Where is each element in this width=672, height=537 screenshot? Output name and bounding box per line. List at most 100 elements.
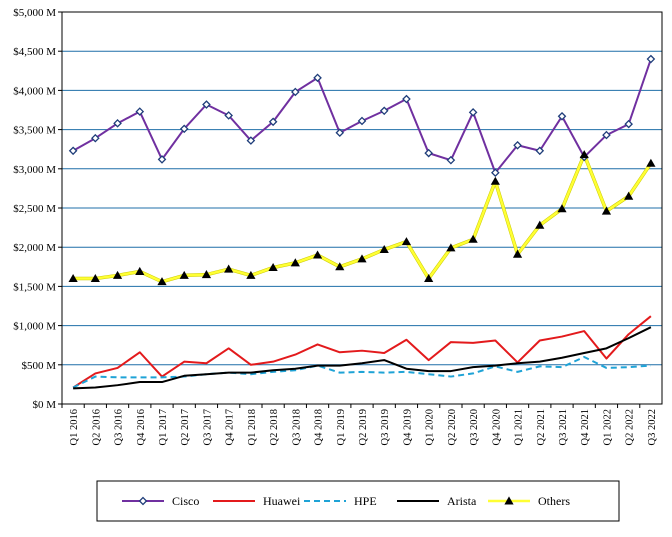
data-point-cisco (313, 73, 322, 83)
legend-box (96, 480, 620, 522)
data-point-cisco (157, 155, 167, 164)
data-point-cisco (424, 148, 433, 158)
x-tick-label: Q4 2019 (402, 409, 413, 445)
x-tick-label: Q1 2016 (69, 409, 80, 445)
data-point-others (157, 277, 167, 286)
x-tick-label: Q1 2022 (602, 409, 613, 445)
x-tick-label: Q3 2017 (202, 409, 213, 445)
legend-label-huawei: Huawei (263, 494, 301, 508)
x-tick-label: Q1 2021 (514, 409, 525, 445)
data-point-others (401, 237, 412, 246)
data-point-others (90, 273, 100, 283)
data-point-cisco (513, 140, 522, 150)
legend-marker-cisco (138, 496, 148, 506)
data-point-cisco (291, 87, 300, 97)
y-tick-label: $5,000 M (13, 7, 56, 19)
legend: Cisco Huawei HPE Arista Others (96, 480, 620, 522)
data-point-cisco (379, 106, 389, 116)
x-tick-label: Q4 2017 (225, 409, 236, 445)
y-tick-label: $2,000 M (13, 242, 56, 254)
data-point-others (224, 264, 234, 273)
data-point-cisco (335, 128, 345, 138)
series-line-hpe (72, 355, 651, 389)
data-point-cisco (135, 107, 145, 116)
data-point-cisco (535, 146, 545, 156)
series-layer (72, 58, 653, 390)
data-point-cisco (602, 130, 611, 140)
x-tick-label: Q4 2016 (136, 409, 147, 445)
grid-layer (62, 11, 662, 405)
data-point-cisco (179, 124, 189, 134)
x-tick-label: Q2 2019 (358, 409, 369, 445)
data-point-others (557, 204, 567, 213)
data-point-others (246, 270, 256, 279)
y-tick-label: $4,000 M (13, 85, 56, 97)
data-point-others (646, 158, 656, 167)
y-tick-label: $500 M (21, 360, 56, 372)
data-point-others (379, 244, 389, 254)
y-tick-label: $3,500 M (13, 125, 56, 137)
x-tick-label: Q4 2020 (491, 409, 502, 445)
y-tick-label: $3,000 M (13, 164, 56, 176)
plot-frame (61, 11, 663, 405)
x-tick-label: Q1 2017 (158, 409, 169, 445)
data-point-others (535, 220, 545, 229)
legend-label-hpe: HPE (354, 494, 377, 508)
x-tick-label: Q2 2021 (536, 409, 547, 445)
data-point-cisco (202, 100, 211, 109)
x-tick-label: Q4 2018 (314, 409, 325, 445)
legend-label-arista: Arista (447, 494, 477, 508)
series-line-others (73, 153, 652, 283)
x-tick-label: Q3 2018 (291, 409, 302, 445)
data-point-others (579, 150, 589, 159)
data-point-cisco (446, 155, 456, 165)
x-tick-label: Q2 2018 (269, 409, 280, 445)
data-point-others (512, 249, 523, 258)
series-line-outline (73, 152, 653, 284)
x-tick-label: Q4 2021 (580, 409, 591, 445)
data-point-others (357, 254, 367, 263)
data-point-cisco (468, 108, 478, 117)
y-tick-label: $2,500 M (13, 203, 56, 215)
data-point-cisco (557, 111, 567, 121)
x-tick-label: Q1 2018 (247, 409, 258, 445)
data-point-others (601, 206, 612, 215)
data-point-cisco (268, 117, 278, 127)
data-point-others (446, 243, 456, 252)
data-point-others (624, 191, 634, 200)
data-point-cisco (246, 136, 256, 145)
legend-marker-others (504, 496, 514, 505)
data-point-others (268, 262, 278, 272)
y-tick-label: $0 M (32, 399, 56, 411)
data-point-cisco (357, 116, 367, 126)
data-point-others (68, 273, 78, 283)
data-point-cisco (402, 94, 411, 104)
data-point-others (290, 258, 300, 267)
data-point-others (201, 270, 212, 279)
x-tick-label: Q1 2020 (425, 409, 436, 445)
y-tick-label: $1,000 M (13, 321, 56, 333)
series-line-huawei (72, 315, 652, 389)
data-point-others (490, 176, 500, 185)
x-tick-label: Q3 2016 (114, 409, 125, 445)
data-point-cisco (68, 146, 78, 156)
y-tick-label: $4,500 M (13, 46, 56, 58)
data-point-others (179, 270, 189, 279)
x-tick-label: Q2 2022 (625, 409, 636, 445)
x-tick-label: Q1 2019 (336, 409, 347, 445)
y-tick-label: $1,500 M (13, 281, 56, 293)
data-point-cisco (646, 54, 656, 64)
axis-layer: $0 M $500 M $1,000 M $1,500 M $2,000 M $2,500… (13, 7, 663, 445)
data-point-others (312, 250, 323, 259)
data-point-others (112, 270, 123, 279)
data-point-others (335, 262, 345, 271)
legend-label-cisco: Cisco (172, 494, 199, 508)
x-tick-label: Q3 2019 (380, 409, 391, 445)
data-point-cisco (491, 168, 500, 178)
x-tick-label: Q3 2021 (558, 409, 569, 445)
data-point-cisco (113, 119, 122, 128)
x-tick-label: Q2 2016 (91, 409, 102, 445)
data-point-others (135, 266, 145, 275)
